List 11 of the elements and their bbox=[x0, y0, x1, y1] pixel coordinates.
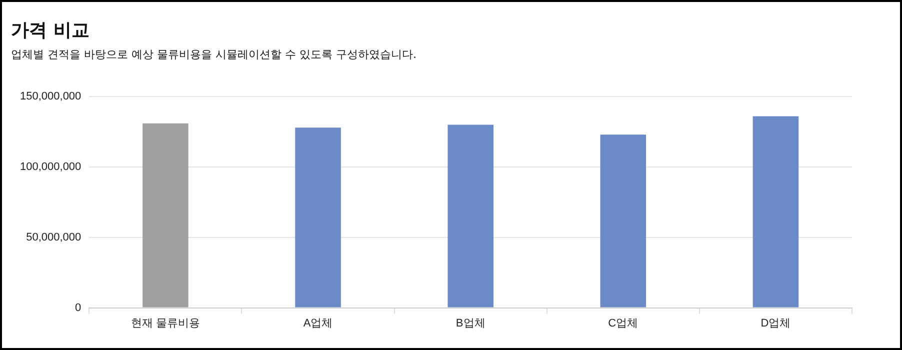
x-tick-label: D업체 bbox=[760, 317, 791, 330]
y-tick-label: 150,000,000 bbox=[20, 90, 82, 103]
chart-title: 가격 비교 bbox=[11, 19, 90, 42]
chart-subtitle: 업체별 견적을 바탕으로 예상 물류비용을 시뮬레이션할 수 있도록 구성하였습니다. bbox=[11, 47, 416, 62]
x-tick-label: C업체 bbox=[608, 317, 638, 330]
x-tick-label: B업체 bbox=[456, 317, 486, 330]
x-tick-label: A업체 bbox=[303, 317, 333, 330]
y-tick-label: 0 bbox=[75, 302, 82, 314]
y-tick-label: 100,000,000 bbox=[20, 161, 82, 174]
x-tick-label: 현재 물류비용 bbox=[130, 317, 200, 330]
y-tick-label: 50,000,000 bbox=[26, 231, 82, 244]
